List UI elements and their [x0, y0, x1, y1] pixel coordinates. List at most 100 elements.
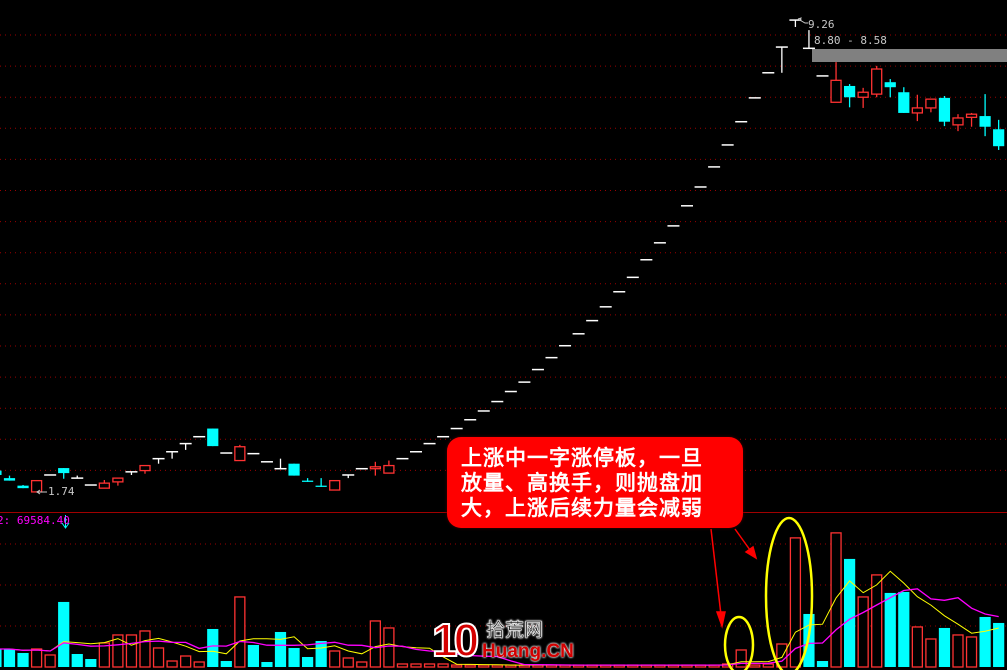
- high-price-label: 9.26: [808, 18, 835, 31]
- volume-bar: [437, 663, 449, 668]
- candle-body: [0, 470, 2, 475]
- volume-bar: [30, 648, 43, 668]
- volume-bar: [315, 640, 327, 667]
- candle: [342, 474, 355, 479]
- candle: [0, 470, 2, 475]
- candle: [274, 458, 287, 470]
- high-marker-arrow: [797, 17, 808, 24]
- volume-bar: [925, 638, 937, 668]
- candle-body: [925, 98, 937, 109]
- candles: [0, 19, 1005, 493]
- candle-body: [383, 464, 395, 474]
- volume-bar: [830, 532, 842, 668]
- candle-body: [139, 464, 151, 472]
- candle: [884, 79, 896, 98]
- callout-line: 大，上涨后续力量会减弱: [461, 495, 703, 520]
- candle: [207, 428, 219, 447]
- volume-bar: [965, 636, 978, 668]
- candle-body: [979, 116, 991, 127]
- candle: [369, 461, 382, 476]
- candle-body: [857, 91, 869, 98]
- candle-body: [844, 85, 856, 98]
- volume-bar: [762, 663, 774, 668]
- volume-bar: [423, 663, 436, 668]
- candle: [830, 62, 842, 103]
- volume-bar: [396, 663, 409, 668]
- candle: [58, 468, 70, 479]
- volume-bar: [3, 648, 16, 667]
- volume-bar: [125, 634, 138, 668]
- candle: [898, 87, 910, 113]
- volume-bar: [288, 647, 300, 667]
- candle: [775, 46, 788, 73]
- volume-bar: [112, 634, 124, 668]
- volume-bar: [464, 664, 476, 668]
- volume-bar: [85, 658, 97, 667]
- candle-body: [369, 466, 382, 470]
- candle: [71, 475, 84, 479]
- volume-bar: [898, 591, 910, 667]
- candle: [952, 114, 964, 132]
- candle: [844, 84, 856, 108]
- volume-bar: [0, 648, 2, 667]
- gap-range-label: 8.80 - 8.58: [814, 34, 887, 47]
- gap-bar: [812, 49, 1007, 62]
- candle-body: [315, 485, 327, 487]
- candle: [965, 112, 978, 127]
- volume-bar: [789, 537, 802, 668]
- low-marker-arrow: [36, 489, 47, 495]
- highlight-ellipse-large: [764, 516, 814, 670]
- callout-line: 放量、高换手，则抛盘加: [461, 470, 703, 495]
- candle-body: [993, 129, 1005, 147]
- volume-bar: [776, 643, 788, 668]
- candle-body: [884, 82, 896, 88]
- down-arrow-icon: [61, 515, 70, 529]
- volume-bar: [274, 631, 287, 667]
- candle-body: [234, 446, 246, 462]
- volume-bar: [179, 655, 192, 668]
- volume-bar: [329, 650, 341, 668]
- volume-bar: [450, 664, 463, 668]
- volume-bar: [207, 628, 219, 667]
- candle: [179, 442, 192, 450]
- volume-bar: [342, 657, 354, 668]
- volume-bar: [952, 634, 964, 668]
- volume-bar: [735, 649, 747, 668]
- volume-bar: [857, 596, 869, 668]
- volume-bar: [369, 620, 382, 668]
- gridlines: [0, 34, 1007, 627]
- callout-arrows: [710, 528, 758, 629]
- volume-bar: [911, 626, 923, 668]
- candle: [139, 464, 151, 474]
- candle: [925, 98, 937, 113]
- volume-bar: [58, 601, 70, 667]
- volume-bar: [152, 647, 165, 668]
- candle-body: [952, 117, 964, 126]
- annotation-callout: 上涨中一字涨停板，一旦 放量、高换手，则抛盘加 大，上涨后续力量会减弱: [447, 437, 743, 528]
- candle-body: [911, 107, 923, 114]
- candle-body: [3, 478, 16, 481]
- candle-body: [830, 79, 842, 103]
- volume-bar: [816, 661, 829, 667]
- candle-body: [302, 480, 314, 482]
- candle: [3, 475, 16, 481]
- volume-bar: [17, 652, 29, 667]
- logo-number: 10: [431, 614, 480, 666]
- candle: [234, 444, 246, 462]
- candle: [17, 485, 29, 489]
- candle: [993, 119, 1005, 150]
- volume-bar: [220, 661, 232, 667]
- volume-bar: [234, 596, 246, 668]
- candle: [789, 19, 802, 27]
- candle: [125, 471, 138, 475]
- candle: [98, 480, 110, 489]
- volume-bar: [749, 664, 761, 668]
- volume-bar: [71, 653, 83, 667]
- candle: [112, 477, 124, 486]
- candle: [315, 478, 327, 487]
- candle: [802, 30, 815, 50]
- candle-body: [938, 97, 951, 122]
- volume-ma-long-line: [0, 588, 999, 666]
- volume-bar: [247, 644, 259, 667]
